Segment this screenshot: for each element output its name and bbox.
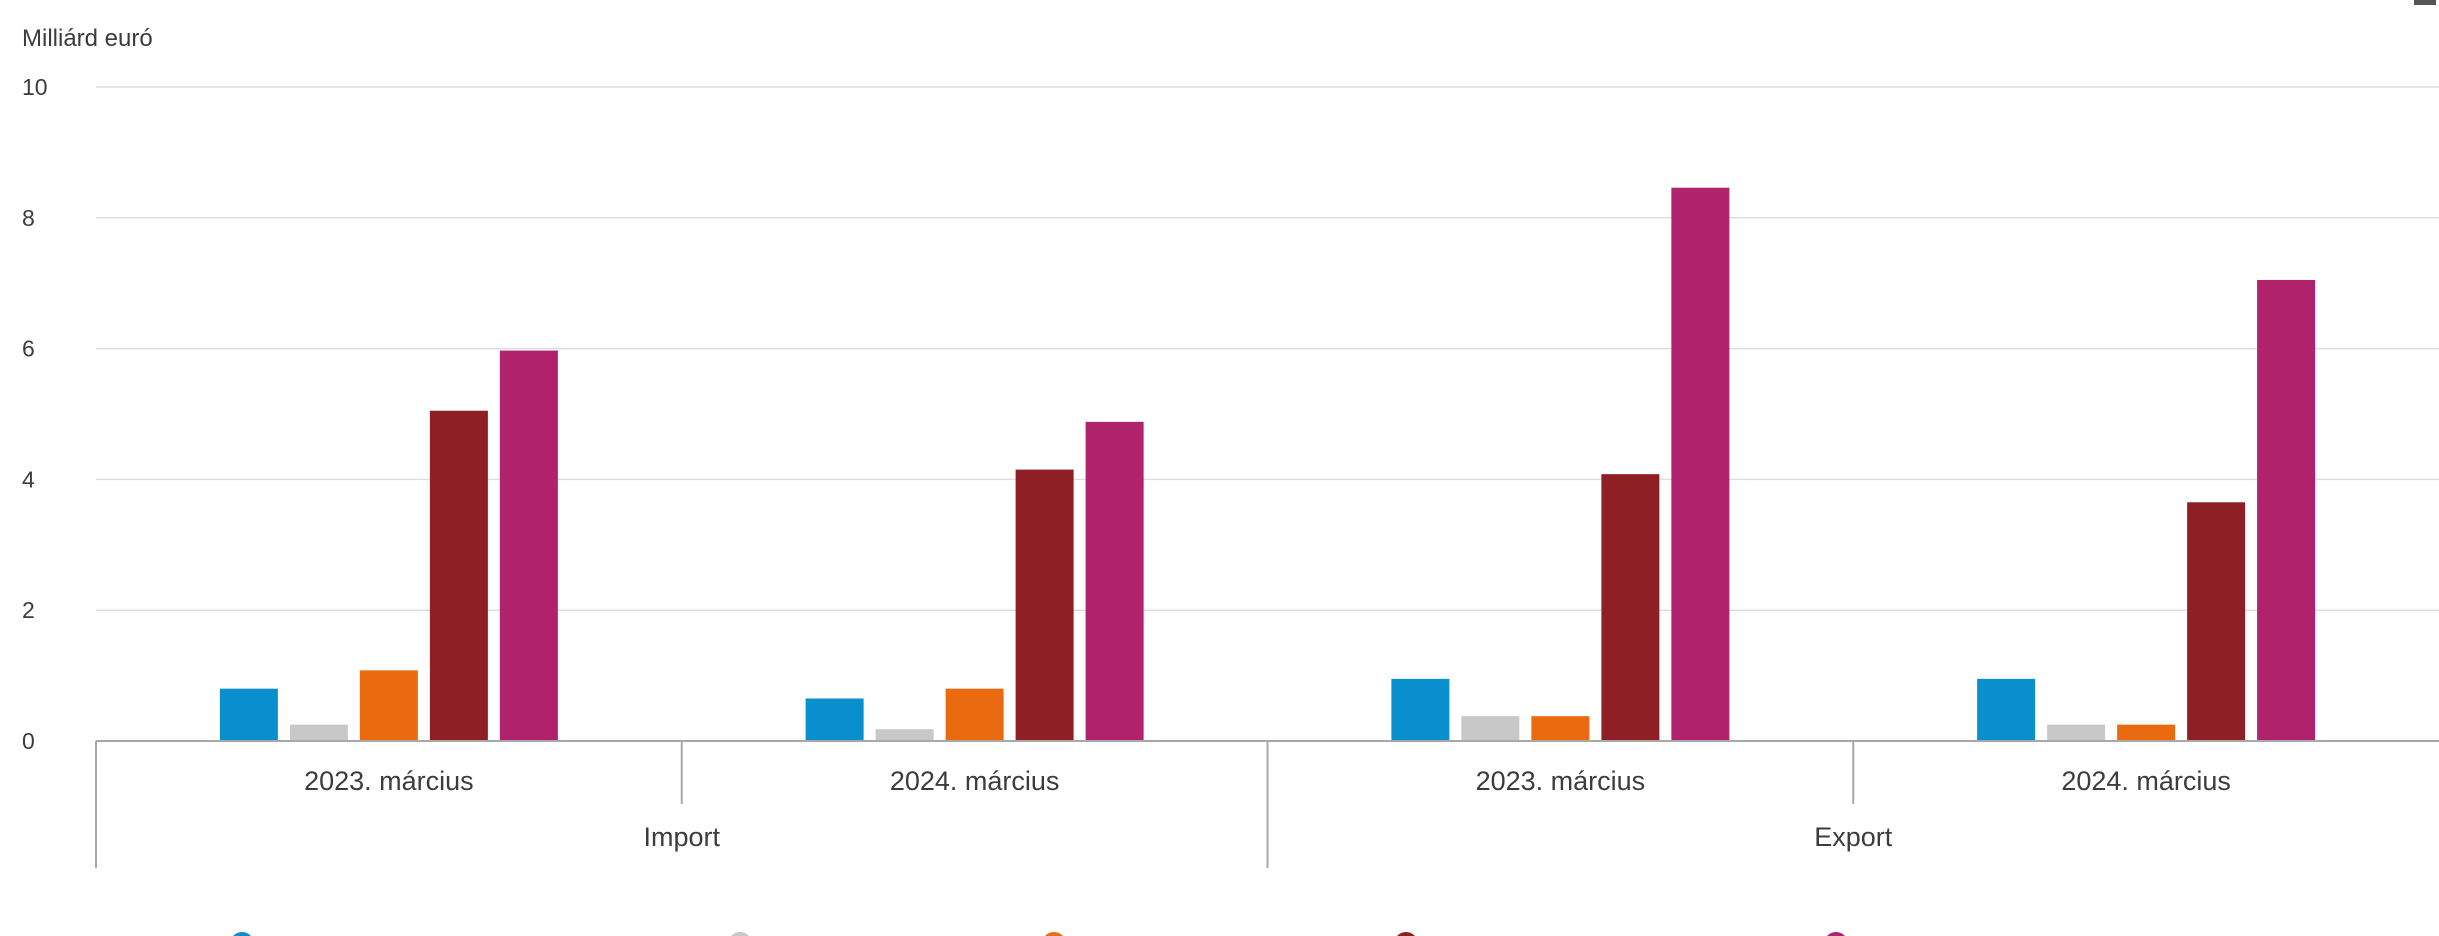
y-tick-label: 8 bbox=[22, 205, 35, 231]
bar[interactable] bbox=[805, 698, 864, 741]
y-tick-label: 2 bbox=[22, 597, 35, 623]
menu-icon[interactable] bbox=[2414, 0, 2436, 5]
y-tick-label: 6 bbox=[22, 336, 35, 362]
y-tick-label: 10 bbox=[22, 74, 48, 100]
y-axis-ticks: 0 2 4 6 8 10 bbox=[22, 74, 48, 754]
x-group-label: Export bbox=[1814, 822, 1893, 852]
legend bbox=[230, 932, 1848, 936]
x-axis: 2023. március 2024. március Import 2023. má… bbox=[95, 740, 2439, 868]
bar[interactable] bbox=[1977, 678, 2036, 741]
bar[interactable] bbox=[289, 724, 348, 741]
legend-marker[interactable] bbox=[1042, 932, 1066, 936]
x-group-label: Import bbox=[643, 822, 720, 852]
bar[interactable] bbox=[2117, 724, 2176, 741]
bar[interactable] bbox=[1391, 678, 1450, 741]
x-tick-label: 2023. március bbox=[1476, 766, 1646, 796]
legend-marker[interactable] bbox=[728, 932, 752, 936]
bars bbox=[219, 187, 2316, 741]
x-tick-label: 2024. március bbox=[2061, 766, 2231, 796]
bar[interactable] bbox=[2047, 724, 2106, 741]
bar[interactable] bbox=[2187, 502, 2246, 741]
x-tick-label: 2024. március bbox=[890, 766, 1060, 796]
bar[interactable] bbox=[2257, 279, 2316, 741]
y-axis-unit-label: Milliárd euró bbox=[22, 25, 153, 52]
bar[interactable] bbox=[1461, 716, 1520, 741]
bar[interactable] bbox=[1085, 421, 1144, 741]
bar[interactable] bbox=[945, 688, 1004, 741]
bar[interactable] bbox=[219, 688, 278, 741]
bar[interactable] bbox=[499, 350, 558, 741]
x-tick-label: 2023. március bbox=[304, 766, 474, 796]
bar[interactable] bbox=[1671, 187, 1730, 741]
y-tick-label: 4 bbox=[22, 466, 35, 492]
bar[interactable] bbox=[875, 729, 934, 741]
bar[interactable] bbox=[1601, 474, 1660, 741]
legend-marker[interactable] bbox=[1394, 932, 1418, 936]
legend-marker[interactable] bbox=[1824, 932, 1848, 936]
bar[interactable] bbox=[1531, 716, 1590, 741]
bar[interactable] bbox=[429, 410, 488, 741]
y-tick-label: 0 bbox=[22, 728, 35, 754]
legend-marker[interactable] bbox=[230, 932, 254, 936]
bar[interactable] bbox=[359, 670, 418, 741]
bar[interactable] bbox=[1015, 469, 1074, 741]
